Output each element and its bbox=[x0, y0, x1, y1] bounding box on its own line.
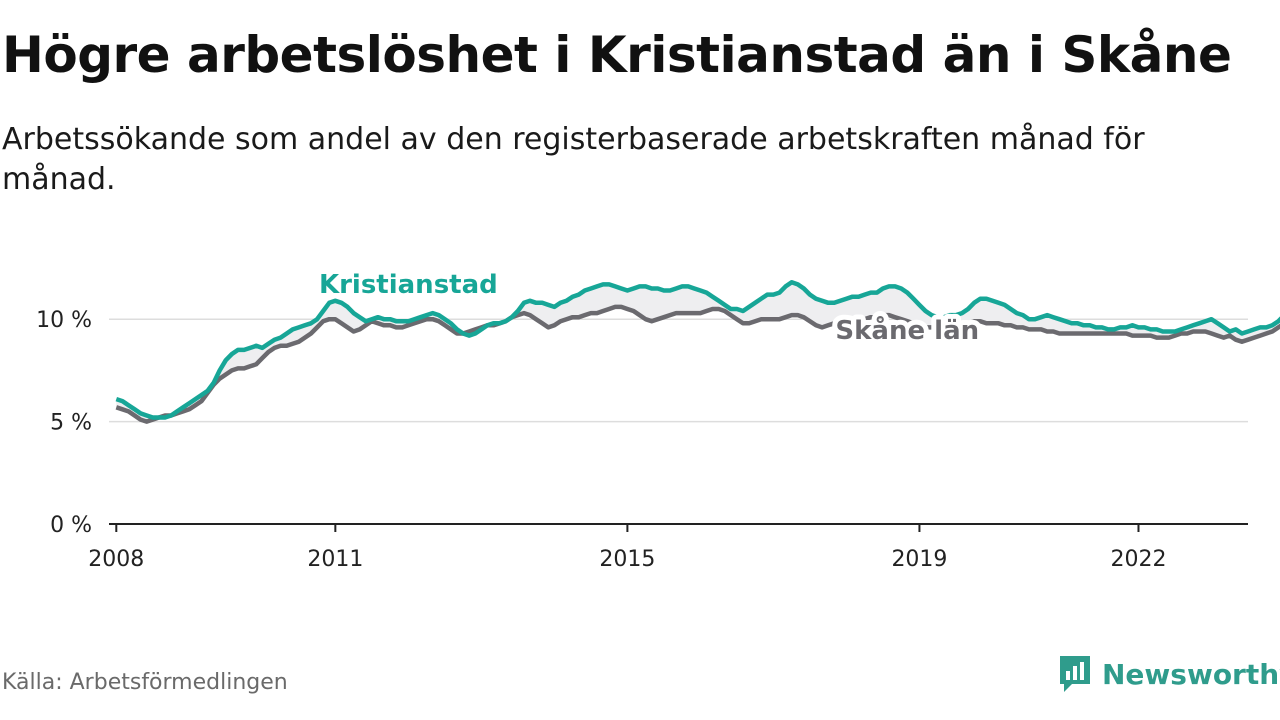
y-tick-label: 5 % bbox=[50, 411, 92, 436]
grid-lines: 0 % 5 % 10 % bbox=[36, 308, 1248, 538]
chart-title: Högre arbetslöshet i Kristianstad än i S… bbox=[2, 26, 1232, 84]
x-tick-label: 2022 bbox=[1110, 547, 1166, 572]
series-label-halo: Kristianstad bbox=[319, 270, 498, 300]
x-tick-label: 2015 bbox=[599, 547, 655, 572]
y-tick-label: 0 % bbox=[50, 513, 92, 538]
source-note: Källa: Arbetsförmedlingen bbox=[2, 670, 288, 695]
x-tick-label: 2008 bbox=[88, 547, 144, 572]
series-line-kristianstad bbox=[115, 280, 1280, 420]
series-labels: 9,5 %8,6 %KristianstadKristianstadSkåne … bbox=[314, 265, 984, 351]
y-tick-label: 10 % bbox=[36, 308, 92, 333]
series-lines bbox=[115, 280, 1280, 424]
chart-subtitle: Arbetssökande som andel av den registerb… bbox=[2, 122, 1145, 197]
newsworthy-logo-icon bbox=[1060, 656, 1090, 692]
difference-band bbox=[116, 282, 1280, 422]
series-label-skane: Skåne län bbox=[835, 314, 979, 346]
x-tick-label: 2019 bbox=[891, 547, 947, 572]
brand-name: Newsworthy bbox=[1102, 657, 1280, 691]
x-axis: 2008 2011 2015 2019 2022 bbox=[88, 523, 1248, 572]
series-line-skane bbox=[115, 304, 1280, 424]
series-label-kristianstad: Kristianstad bbox=[319, 270, 498, 300]
series-label-halo: Skåne län bbox=[835, 314, 979, 346]
x-tick-label: 2011 bbox=[307, 547, 363, 572]
brand-logo[interactable]: Newsworthy bbox=[1058, 654, 1280, 694]
